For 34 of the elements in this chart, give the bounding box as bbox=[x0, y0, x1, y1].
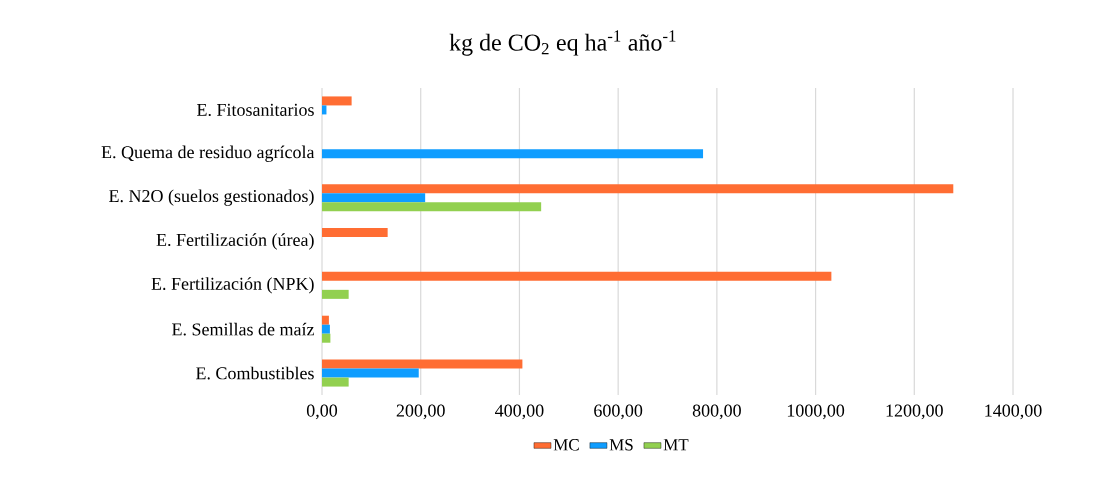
bar bbox=[322, 202, 542, 212]
bar bbox=[322, 377, 349, 387]
bar bbox=[322, 359, 523, 369]
bar bbox=[322, 289, 349, 299]
x-tick-label: 200,00 bbox=[396, 404, 445, 420]
legend-label: MS bbox=[609, 439, 633, 451]
y-tick-label: E. Fertilización (úrea) bbox=[156, 233, 314, 250]
bar bbox=[322, 333, 331, 343]
bar bbox=[322, 368, 419, 378]
y-tick-label: E. Semillas de maíz bbox=[172, 322, 314, 336]
chart-title: kg de CO$_{2}$ eq ha$^{-1}$ año$^{-1}$ bbox=[449, 30, 676, 56]
bar bbox=[322, 193, 426, 203]
x-tick-label: 800,00 bbox=[692, 404, 741, 420]
bar bbox=[322, 228, 388, 237]
bar bbox=[322, 324, 330, 334]
bar bbox=[322, 315, 329, 325]
y-tick-label: E. Fitosanitarios bbox=[196, 103, 314, 117]
x-tick-label: 1400,00 bbox=[985, 404, 1042, 420]
x-tick-label: 400,00 bbox=[495, 404, 544, 420]
legend-label: MT bbox=[663, 439, 689, 451]
y-tick-label: E. Combustibles bbox=[195, 366, 314, 380]
bar bbox=[322, 184, 954, 194]
y-tick-label: E. Quema de residuo agrícola bbox=[101, 145, 315, 162]
x-tick-label: 0,00 bbox=[306, 404, 338, 420]
y-tick-label: E. Fertilización (NPK) bbox=[151, 277, 314, 294]
y-tick-label: E. N2O (suelos gestionados) bbox=[109, 189, 314, 206]
legend-label: MC bbox=[553, 439, 579, 451]
x-tick-label: 1000,00 bbox=[787, 404, 845, 420]
bar bbox=[322, 149, 704, 159]
x-tick-label: 1200,00 bbox=[886, 404, 943, 420]
x-tick-label: 600,00 bbox=[594, 404, 643, 420]
bar bbox=[322, 271, 832, 281]
bar bbox=[322, 96, 352, 106]
bar bbox=[322, 105, 327, 115]
